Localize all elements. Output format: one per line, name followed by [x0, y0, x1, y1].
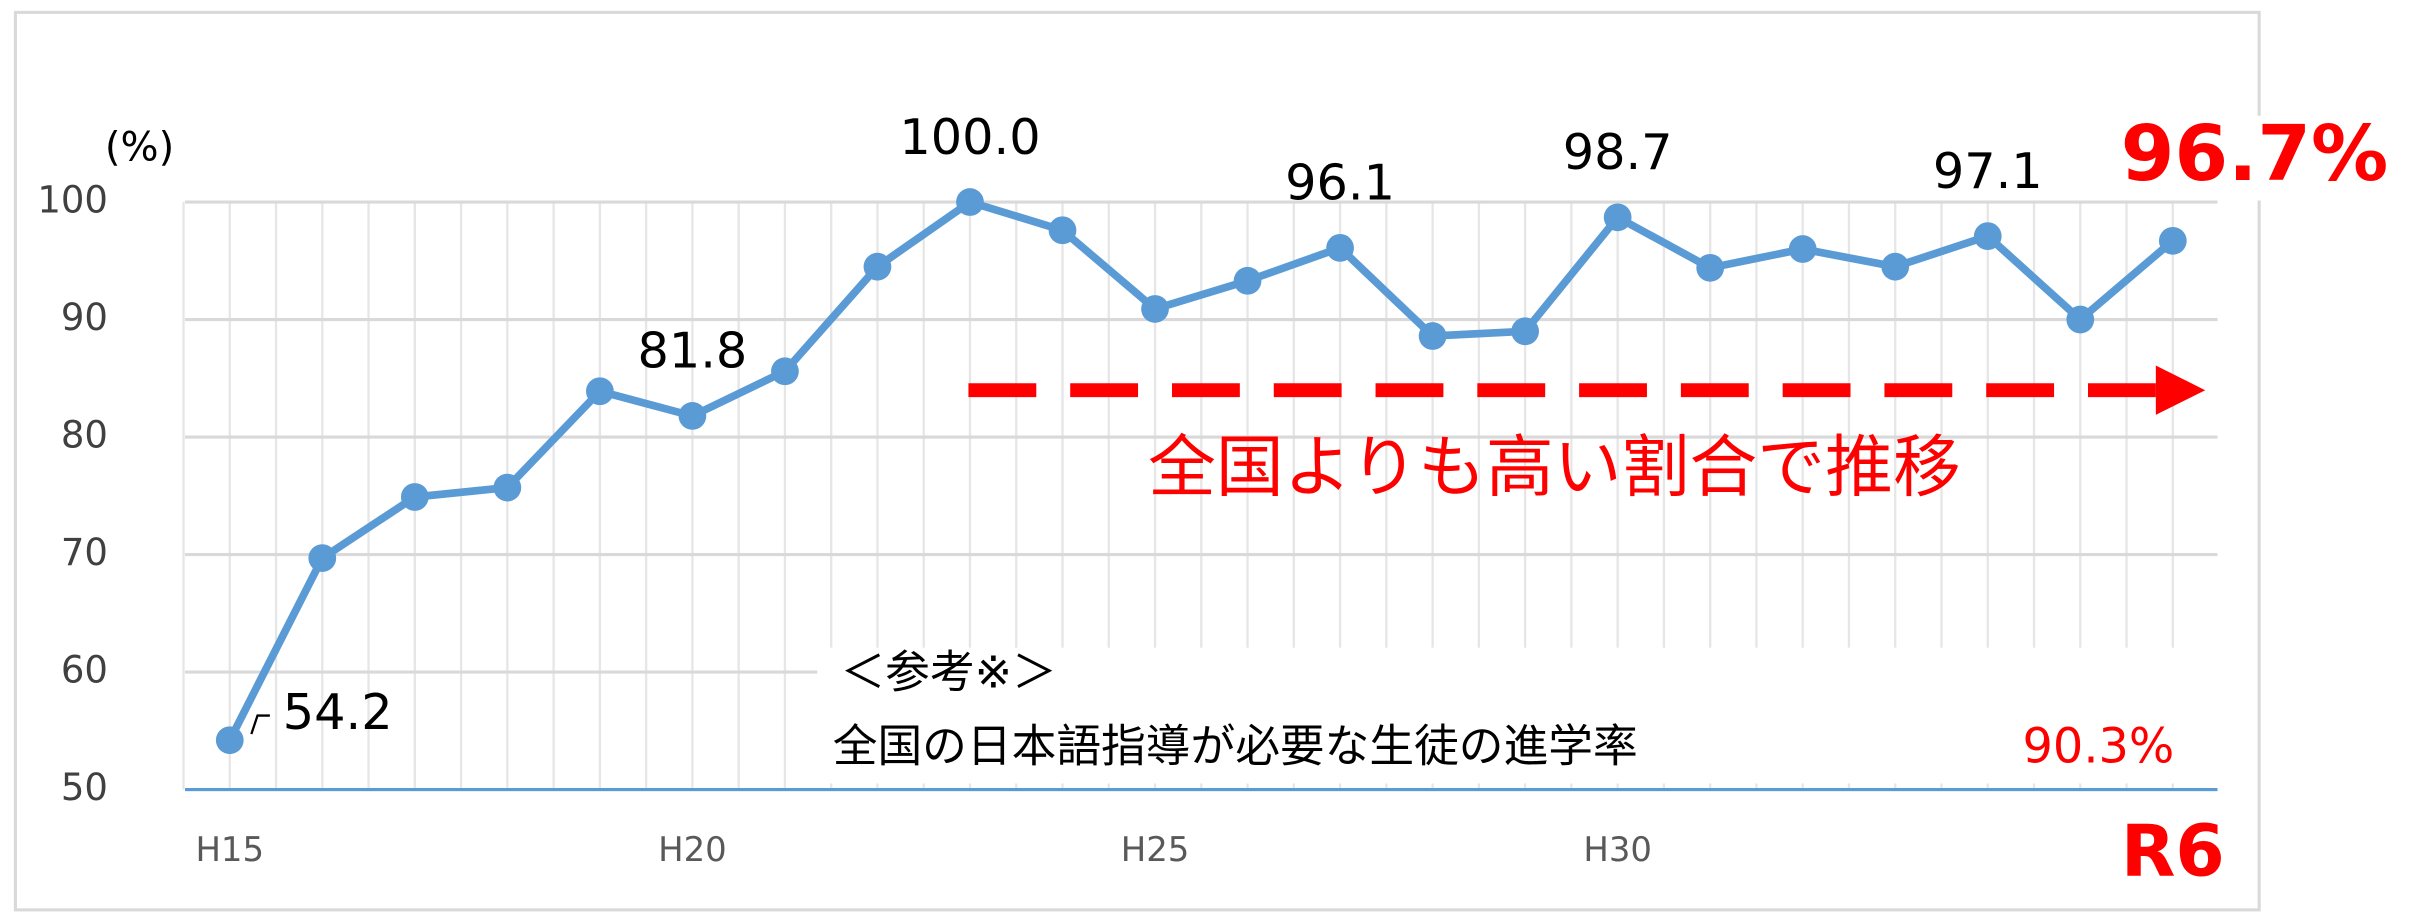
y-axis-label: (%) — [105, 125, 174, 171]
y-tick-label: 50 — [61, 766, 108, 809]
y-tick-label: 90 — [61, 296, 108, 339]
point — [493, 473, 522, 502]
value-label: 97.1 — [1933, 142, 2043, 200]
point — [1141, 295, 1169, 323]
point — [215, 726, 244, 755]
y-tick-label: 100 — [37, 179, 108, 222]
y-tick-label: 60 — [61, 649, 108, 692]
point — [1881, 252, 1910, 281]
value-label: 96.1 — [1285, 154, 1395, 212]
point — [1326, 234, 1354, 262]
point — [863, 252, 892, 281]
x-tick-label: H15 — [195, 830, 264, 869]
value-label: 98.7 — [1563, 123, 1673, 181]
note-box — [817, 647, 2221, 784]
trend-annotation: 全国よりも高い割合で推移 — [1148, 428, 1961, 507]
label-bg — [2081, 115, 2414, 201]
x-tick-label: H30 — [1583, 830, 1652, 869]
note-heading: ＜参考※＞ — [840, 645, 1056, 698]
point — [678, 402, 707, 430]
x-tick-label: H25 — [1121, 830, 1190, 869]
point — [1048, 216, 1077, 245]
x-tick-label: H20 — [658, 830, 727, 869]
point — [1233, 266, 1262, 295]
point — [1603, 203, 1632, 232]
trend-arrowhead — [2155, 365, 2206, 415]
point — [585, 377, 614, 406]
point — [2066, 305, 2095, 334]
point — [1973, 222, 2002, 251]
y-tick-label: 70 — [61, 531, 108, 574]
point — [1788, 235, 1817, 263]
value-label: 96.7% — [2121, 109, 2388, 199]
y-tick-label: 80 — [61, 414, 108, 457]
point — [1696, 253, 1725, 282]
value-label: 54.2 — [283, 683, 393, 741]
point — [308, 544, 337, 572]
x-tick-label: R6 — [2121, 809, 2225, 892]
point — [1511, 317, 1540, 346]
point — [956, 188, 984, 216]
note-value: 90.3% — [2023, 719, 2175, 774]
value-label: 100.0 — [899, 108, 1040, 166]
point — [400, 483, 429, 511]
point — [771, 357, 799, 386]
note-text: 全国の日本語指導が必要な生徒の進学率 — [833, 719, 1638, 772]
point — [2158, 226, 2187, 255]
point — [1418, 322, 1447, 350]
leader — [250, 714, 270, 735]
line — [226, 198, 2176, 742]
value-label: 81.8 — [637, 322, 747, 380]
